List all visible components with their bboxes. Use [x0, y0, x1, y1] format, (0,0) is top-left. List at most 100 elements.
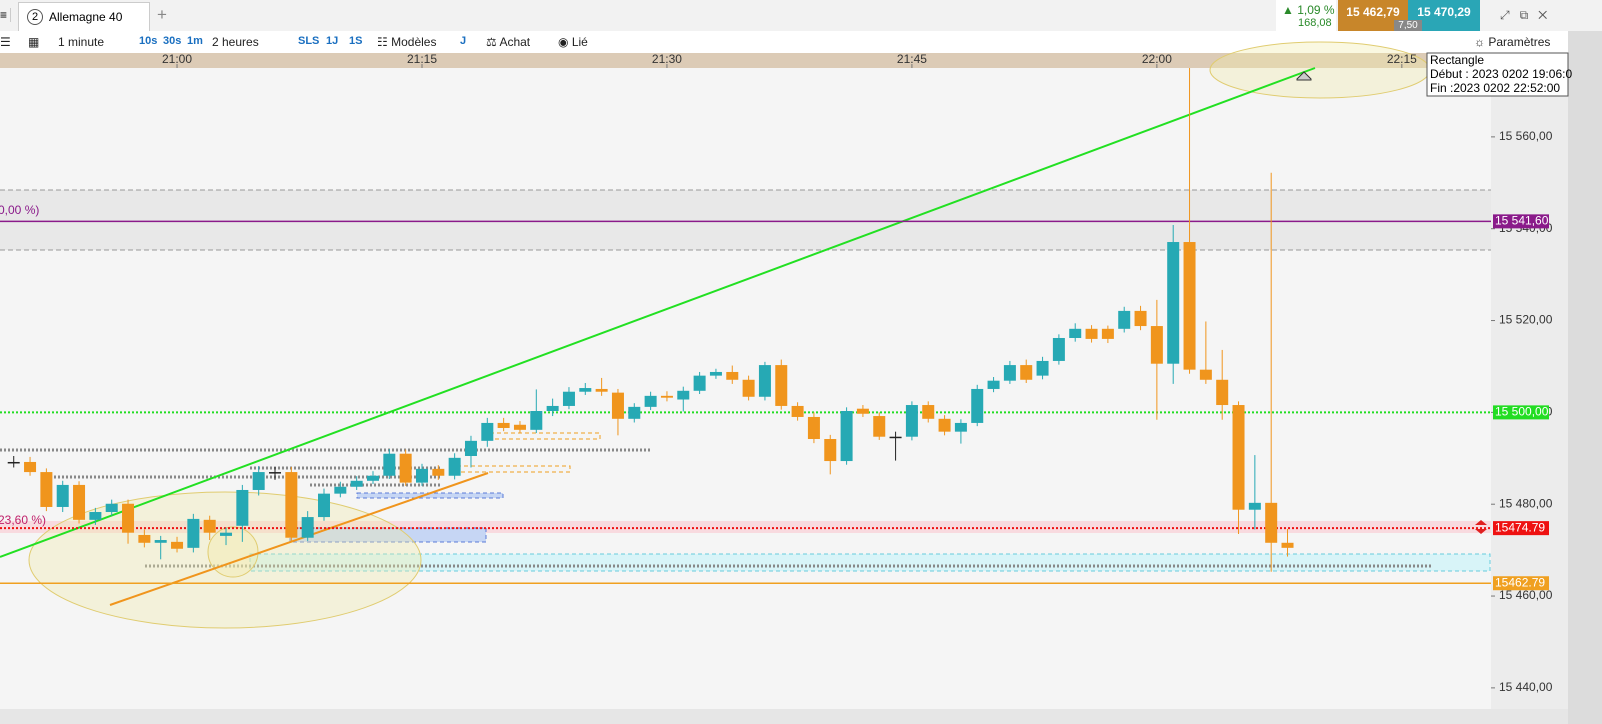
candle-body — [1232, 405, 1245, 510]
candle-body — [1167, 242, 1180, 364]
candle-body — [24, 461, 37, 473]
y-tick-label: 15 560,00 — [1499, 129, 1553, 143]
trend-line — [0, 67, 1316, 558]
spread: 7,50 — [1394, 20, 1422, 31]
candle-body — [775, 365, 788, 406]
window-controls[interactable]: ⤢⧉✕ — [1500, 8, 1558, 22]
candle-body — [709, 371, 722, 376]
candle-body — [481, 422, 494, 441]
btn-1j[interactable]: 1J — [326, 35, 339, 47]
candle-body — [1150, 326, 1163, 364]
add-tab[interactable]: + — [157, 5, 167, 24]
candle-body — [236, 489, 249, 526]
btn-j[interactable]: J — [460, 35, 467, 47]
candle-body — [350, 480, 363, 487]
candle-body — [415, 468, 428, 483]
settings[interactable]: ☼ Paramètres — [1474, 35, 1551, 49]
tab[interactable]: 2 Allemagne 40 — [18, 2, 150, 31]
candle-body — [726, 371, 739, 380]
range[interactable]: 2 heures — [212, 35, 259, 49]
candle-body — [1281, 542, 1294, 548]
candle-body — [7, 461, 20, 464]
candle-body — [824, 439, 837, 462]
menu-icon[interactable]: ≡ — [0, 8, 11, 22]
x-tick-label: 22:15 — [1387, 52, 1417, 66]
settings-label: Paramètres — [1488, 35, 1551, 49]
candle-body — [595, 388, 608, 392]
candle-body — [873, 416, 886, 437]
btn-10s[interactable]: 10s — [139, 35, 158, 47]
btn-sls[interactable]: SLS — [298, 35, 320, 47]
toolbar: ☰ ▦ 1 minute 10s 30s 1m 2 heures SLS 1J … — [0, 31, 1602, 54]
candle-body — [318, 493, 331, 518]
ellipse — [1209, 41, 1431, 99]
change-abs: 168,08 — [1298, 17, 1332, 29]
candle-body — [758, 365, 771, 397]
linked[interactable]: ◉ Lié — [558, 35, 588, 49]
candle-body — [905, 405, 918, 437]
candle-body — [1134, 310, 1147, 327]
candle-body — [611, 392, 624, 419]
buy[interactable]: ⚖ Achat — [486, 35, 531, 49]
x-tick-label: 22:00 — [1142, 52, 1172, 66]
candle-body — [154, 540, 167, 543]
tooltip-box — [1426, 52, 1569, 97]
ask-button[interactable]: 15 470,29 — [1408, 0, 1480, 31]
candle-body — [1101, 328, 1114, 339]
candle-body — [138, 534, 151, 543]
price-label: 15462.79 — [1495, 575, 1545, 589]
candle-body — [89, 512, 102, 520]
candle-body — [922, 405, 935, 419]
candle-body — [693, 375, 706, 391]
price-label-box — [1493, 521, 1549, 536]
candle-body — [366, 475, 379, 481]
y-tick-label: 15 520,00 — [1499, 313, 1553, 327]
candle-body — [562, 391, 575, 406]
candle-body — [1199, 369, 1212, 380]
btn-1s[interactable]: 1S — [349, 35, 363, 47]
candle-body — [1036, 360, 1049, 376]
btn-1m[interactable]: 1m — [187, 35, 203, 47]
candle-body — [1265, 502, 1278, 543]
candle-body — [807, 416, 820, 440]
tooltip-end: Fin :2023 0202 22:52:00 — [1430, 81, 1560, 95]
candle-body — [269, 472, 282, 474]
candle-body — [1248, 502, 1261, 510]
candle-body — [252, 472, 265, 490]
btn-30s[interactable]: 30s — [163, 35, 182, 47]
candle-body — [1183, 242, 1196, 370]
candle-body — [105, 503, 118, 513]
layout-icon[interactable]: ▦ — [28, 35, 40, 49]
change-pct-value: 1,09 % — [1297, 3, 1335, 17]
fib-label: 23,60 %) — [0, 513, 46, 527]
candle-body — [889, 436, 902, 439]
candle-body — [660, 395, 673, 398]
candle-body — [497, 422, 510, 428]
candle-body — [644, 395, 657, 407]
alert-marker — [1296, 71, 1312, 81]
candle-body — [1052, 337, 1065, 361]
tab-bar: ≡ 2 Allemagne 40 + ▲ 1,09 % 168,08 15 46… — [0, 0, 1602, 32]
candle-body — [220, 532, 233, 536]
price-label: 15474.79 — [1495, 520, 1545, 534]
candle-body — [579, 388, 592, 392]
fib-label: 0,00 %) — [0, 203, 39, 217]
candle-body — [1085, 328, 1098, 339]
x-tick-label: 21:30 — [652, 52, 682, 66]
zone — [249, 553, 1491, 572]
candle-body — [40, 472, 53, 507]
list-icon[interactable]: ☰ — [0, 35, 11, 49]
side-panel — [1568, 31, 1602, 724]
price-axis — [1491, 68, 1568, 709]
candle-body — [1216, 379, 1229, 406]
period[interactable]: 1 minute — [58, 35, 105, 49]
candle-body — [840, 410, 853, 462]
y-tick-label: 15 460,00 — [1499, 588, 1553, 602]
candle-body — [677, 390, 690, 400]
zone — [489, 432, 601, 440]
tooltip-title: Rectangle — [1430, 53, 1484, 67]
models[interactable]: ☷ Modèles — [377, 35, 437, 49]
candle-body — [1069, 328, 1082, 338]
candle-body — [334, 486, 347, 494]
instrument: Allemagne 40 — [49, 10, 123, 24]
